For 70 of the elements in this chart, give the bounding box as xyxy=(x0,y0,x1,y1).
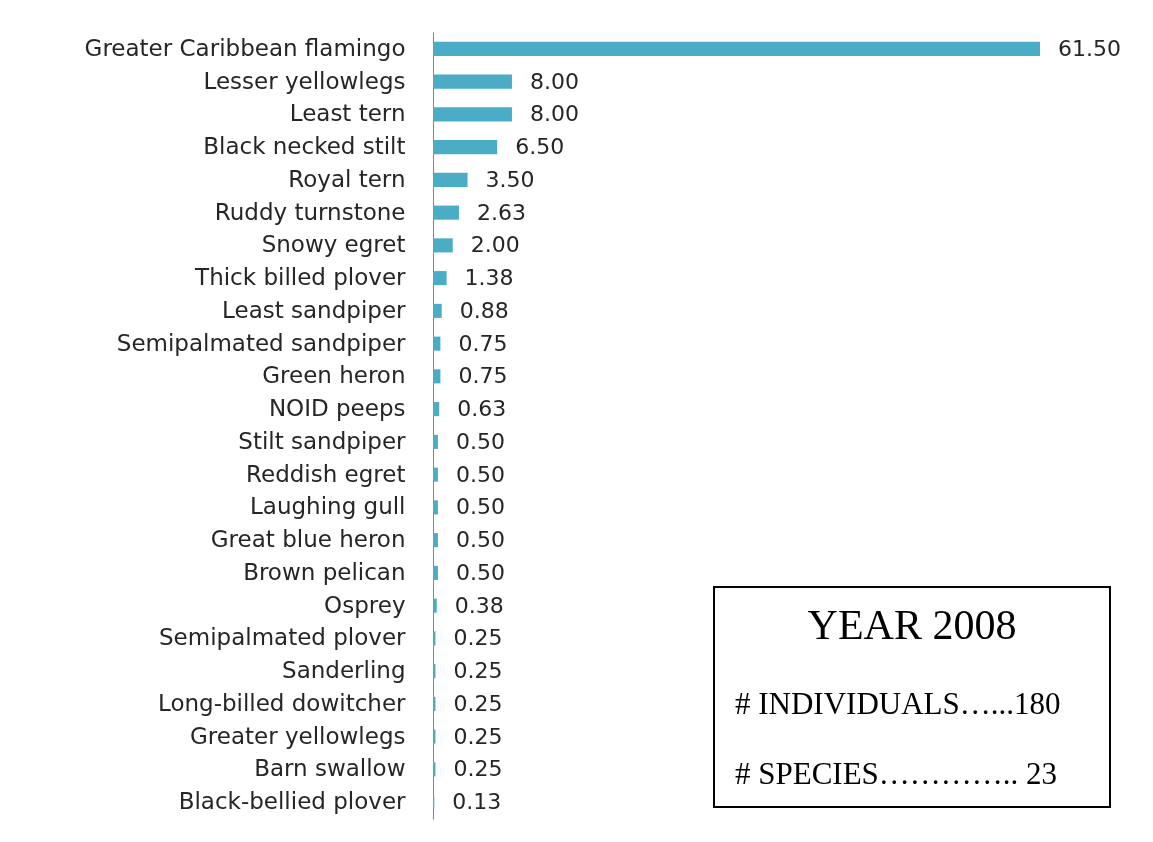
data-label: 1.38 xyxy=(464,265,514,291)
data-label: 0.13 xyxy=(452,789,502,815)
data-label: 2.63 xyxy=(476,199,526,225)
annotation: # SPECIES………….. 23 xyxy=(735,756,1058,792)
bar xyxy=(433,565,438,580)
bar xyxy=(433,107,512,122)
bar xyxy=(433,238,453,253)
y-tick-label: Ruddy turnstone xyxy=(214,198,406,225)
y-tick-label: Reddish egret xyxy=(246,460,406,487)
y-tick-label: Semipalmated sandpiper xyxy=(116,329,407,356)
annotation: YEAR 2008 xyxy=(806,602,1018,648)
data-label: 8.00 xyxy=(529,68,579,94)
bar xyxy=(433,500,438,515)
y-tick-label: NOID peeps xyxy=(268,395,406,422)
data-label: 0.50 xyxy=(455,428,505,454)
y-tick-label: Long-billed dowitcher xyxy=(157,689,407,716)
bar xyxy=(433,598,437,613)
bar xyxy=(433,336,441,351)
bar xyxy=(433,533,438,548)
y-tick-label: Royal tern xyxy=(288,165,406,192)
y-tick-label: Greater Caribbean flamingo xyxy=(84,34,406,61)
data-label: 2.00 xyxy=(470,232,520,258)
bar xyxy=(433,205,459,220)
y-tick-label: Least tern xyxy=(289,100,406,127)
y-tick-label: Brown pelican xyxy=(243,558,406,585)
y-tick-label: Semipalmated plover xyxy=(159,624,407,651)
bar xyxy=(433,369,441,384)
y-tick-label: Snowy egret xyxy=(261,231,406,258)
data-label: 0.50 xyxy=(455,461,505,487)
data-label: 0.88 xyxy=(459,297,509,323)
y-tick-label: Least sandpiper xyxy=(222,296,407,323)
note-box: YEAR 2008 # INDIVIDUALS…...180 # SPECIES………….. 23 xyxy=(713,586,1111,808)
y-tick-label: Osprey xyxy=(324,591,406,618)
y-tick-label: Thick billed plover xyxy=(194,264,407,291)
bar xyxy=(433,41,1040,56)
y-tick-label: Green heron xyxy=(262,362,406,389)
bar xyxy=(433,74,512,89)
data-label: 0.25 xyxy=(453,690,503,716)
bar xyxy=(433,402,440,417)
data-label: 0.75 xyxy=(458,330,508,356)
data-label: 0.25 xyxy=(453,625,503,651)
data-label: 0.50 xyxy=(455,494,505,520)
data-label: 0.25 xyxy=(453,658,503,684)
data-label: 0.25 xyxy=(453,723,503,749)
y-tick-label: Barn swallow xyxy=(254,755,406,782)
bar xyxy=(433,303,442,318)
data-label: 3.50 xyxy=(485,166,535,192)
bar xyxy=(433,271,447,286)
data-label: 6.50 xyxy=(515,134,565,160)
data-label: 0.75 xyxy=(458,363,508,389)
bar xyxy=(433,434,438,449)
y-tick-label: Greater yellowlegs xyxy=(189,722,406,749)
data-label: 0.38 xyxy=(454,592,504,618)
bar xyxy=(433,467,438,482)
y-tick-label: Great blue heron xyxy=(210,526,406,553)
y-tick-label: Black necked stilt xyxy=(203,133,406,160)
data-label: 0.63 xyxy=(457,396,507,422)
data-label: 0.50 xyxy=(455,559,505,585)
y-tick-label: Sanderling xyxy=(282,657,406,684)
y-tick-label: Lesser yellowlegs xyxy=(203,67,406,94)
data-label: 61.50 xyxy=(1058,35,1121,61)
data-label: 8.00 xyxy=(529,101,579,127)
bar xyxy=(433,172,468,187)
data-label: 0.25 xyxy=(453,756,503,782)
y-tick-label: Black-bellied plover xyxy=(178,788,407,815)
y-tick-label: Stilt sandpiper xyxy=(238,427,407,454)
data-label: 0.50 xyxy=(455,527,505,553)
annotation: # INDIVIDUALS…...180 xyxy=(735,686,1061,722)
y-tick-label: Laughing gull xyxy=(250,493,406,520)
bar xyxy=(433,140,498,155)
